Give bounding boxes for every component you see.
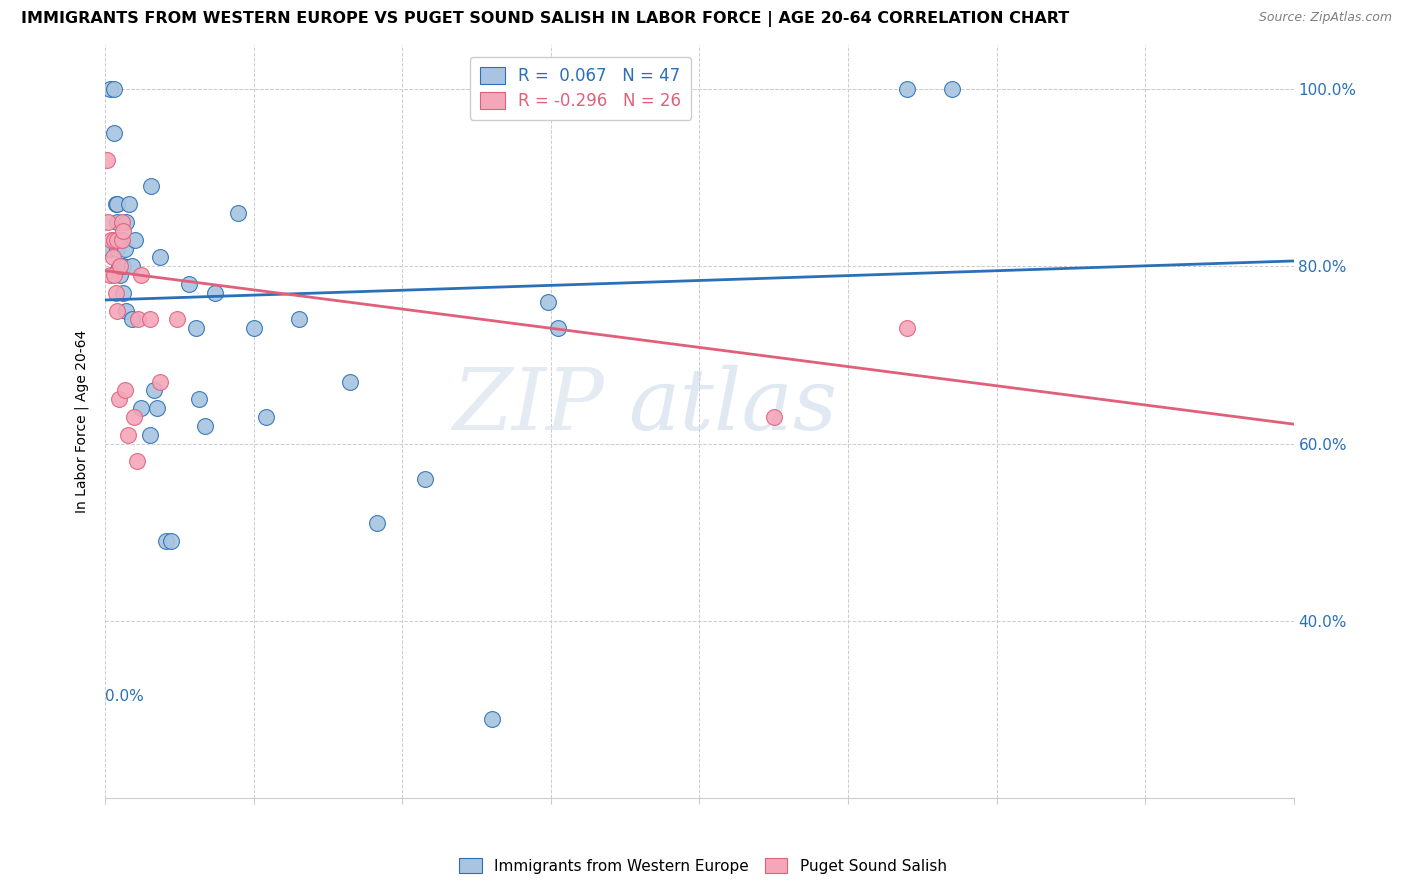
Y-axis label: In Labor Force | Age 20-64: In Labor Force | Age 20-64: [75, 330, 90, 513]
Point: [141, 179, 163, 194]
Point: [194, 418, 217, 433]
Point: [98, 242, 121, 256]
Point: [139, 312, 162, 326]
Point: [114, 242, 136, 256]
Point: [149, 375, 172, 389]
Point: [243, 321, 266, 335]
Point: [125, 454, 148, 468]
Point: [111, 215, 134, 229]
Point: [122, 410, 145, 425]
Text: atlas: atlas: [628, 365, 838, 448]
Point: [111, 260, 134, 274]
Point: [129, 268, 152, 282]
Point: [115, 303, 138, 318]
Point: [481, 712, 503, 726]
Point: [127, 312, 149, 326]
Point: [139, 427, 162, 442]
Point: [110, 268, 132, 282]
Point: [103, 82, 125, 96]
Point: [339, 375, 361, 389]
Point: [547, 321, 569, 335]
Point: [117, 427, 139, 442]
Point: [146, 401, 169, 416]
Point: [896, 321, 918, 335]
Point: [287, 312, 309, 326]
Text: ZIP: ZIP: [453, 365, 605, 448]
Point: [101, 251, 124, 265]
Point: [112, 224, 135, 238]
Point: [159, 534, 181, 549]
Point: [104, 285, 127, 300]
Point: [100, 233, 122, 247]
Point: [111, 233, 134, 247]
Point: [254, 410, 277, 425]
Point: [110, 260, 132, 274]
Point: [105, 303, 128, 318]
Text: IMMIGRANTS FROM WESTERN EUROPE VS PUGET SOUND SALISH IN LABOR FORCE | AGE 20-64 : IMMIGRANTS FROM WESTERN EUROPE VS PUGET …: [21, 11, 1070, 27]
Point: [896, 82, 918, 96]
Point: [103, 268, 125, 282]
Point: [143, 384, 166, 398]
Point: [537, 294, 560, 309]
Point: [104, 197, 127, 211]
Point: [166, 312, 188, 326]
Point: [121, 260, 143, 274]
Text: 0.0%: 0.0%: [105, 689, 145, 704]
Point: [105, 242, 128, 256]
Point: [103, 126, 125, 140]
Point: [111, 233, 134, 247]
Point: [762, 410, 785, 425]
Point: [112, 285, 135, 300]
Point: [413, 472, 436, 486]
Legend: Immigrants from Western Europe, Puget Sound Salish: Immigrants from Western Europe, Puget So…: [453, 852, 953, 880]
Point: [366, 516, 388, 531]
Point: [188, 392, 211, 407]
Point: [98, 268, 121, 282]
Point: [941, 82, 963, 96]
Point: [149, 251, 172, 265]
Point: [96, 153, 118, 167]
Point: [97, 215, 120, 229]
Point: [98, 82, 121, 96]
Point: [121, 312, 143, 326]
Point: [112, 260, 135, 274]
Point: [226, 206, 249, 220]
Point: [124, 233, 146, 247]
Point: [204, 285, 226, 300]
Point: [184, 321, 207, 335]
Point: [129, 401, 152, 416]
Point: [155, 534, 177, 549]
Point: [105, 215, 128, 229]
Point: [108, 260, 131, 274]
Point: [115, 215, 138, 229]
Point: [108, 392, 131, 407]
Point: [177, 277, 200, 291]
Legend: R =  0.067   N = 47, R = -0.296   N = 26: R = 0.067 N = 47, R = -0.296 N = 26: [470, 57, 692, 120]
Point: [105, 197, 128, 211]
Point: [114, 384, 136, 398]
Text: Source: ZipAtlas.com: Source: ZipAtlas.com: [1258, 11, 1392, 24]
Point: [103, 233, 125, 247]
Point: [118, 197, 141, 211]
Point: [108, 233, 131, 247]
Point: [105, 233, 128, 247]
